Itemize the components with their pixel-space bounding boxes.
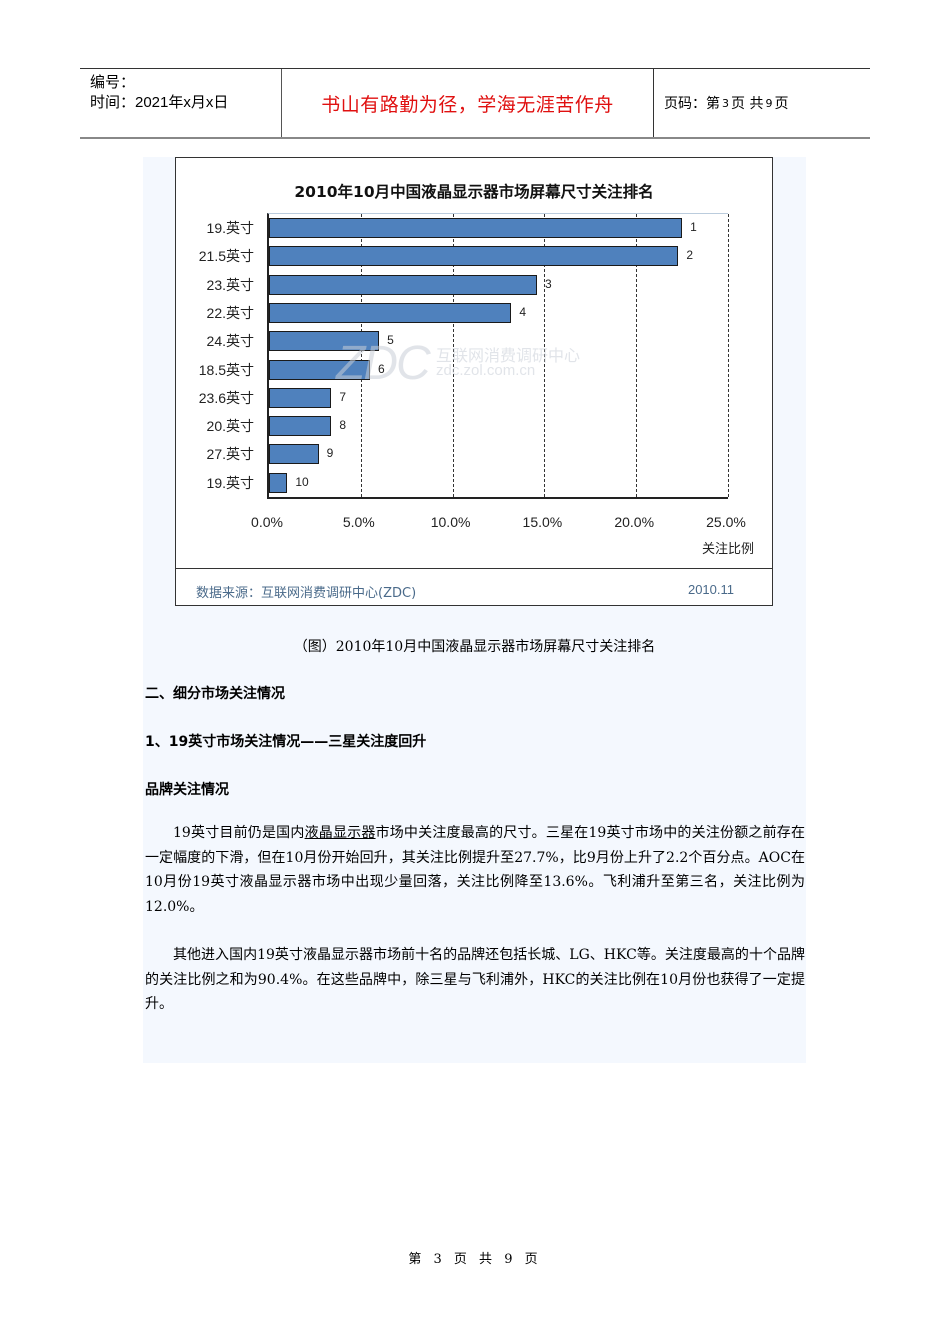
bar-row: 10 <box>269 472 728 493</box>
y-category-label: 23.6英寸 <box>198 389 254 406</box>
page-header: 编号： 时间：2021年x月x日 书山有路勤为径，学海无涯苦作舟 页码：第 3 … <box>80 68 870 139</box>
bar-row: 6 <box>269 359 728 380</box>
bar-row: 2 <box>269 246 728 267</box>
chart-title: 2010年10月中国液晶显示器市场屏幕尺寸关注排名 <box>294 183 654 201</box>
bar-data-label: 1 <box>690 220 697 234</box>
page-current: 3 <box>722 96 729 110</box>
y-category-label: 22.英寸 <box>206 304 254 321</box>
bar <box>269 274 538 295</box>
bar <box>269 302 512 323</box>
bar-data-label: 7 <box>339 389 347 404</box>
bar-data-label: 10 <box>295 474 309 489</box>
bar-data-label: 3 <box>545 276 552 291</box>
bar-data-label: 9 <box>326 446 334 461</box>
bar <box>269 246 679 267</box>
x-tick-label: 10.0% <box>430 514 471 530</box>
gridline <box>636 214 638 497</box>
y-category-label: 20.英寸 <box>206 418 254 435</box>
lcd-monitor-link[interactable]: 液晶显示器 <box>304 825 376 841</box>
gridline <box>728 214 729 497</box>
sub-heading: 品牌关注情况 <box>145 782 229 798</box>
y-category-label: 23.英寸 <box>206 276 254 293</box>
plot-area: 1 2 3 4 5 6 7 8 9 10 <box>267 213 729 499</box>
number-label: 编号： <box>90 74 136 91</box>
bar-chart: 2010年10月中国液晶显示器市场屏幕尺寸关注排名 1 2 3 4 5 6 7 8 9 10 19… <box>175 157 773 606</box>
subsection-heading: 1、19英寸市场关注情况——三星关注度回升 <box>145 734 427 750</box>
bar <box>269 416 332 437</box>
bar <box>269 444 319 465</box>
paragraph-1-text-b: 市场中关注度最高的尺寸。三星在19英寸市场中的关注份额之前存在一定幅度的下滑，但… <box>145 825 805 915</box>
paragraph-1-text-a: 19英寸目前仍是国内 <box>173 825 305 841</box>
y-category-label: 27.英寸 <box>206 446 254 463</box>
y-category-label: 19.英寸 <box>206 474 254 491</box>
figure-caption: （图）2010年10月中国液晶显示器市场屏幕尺寸关注排名 <box>293 639 656 655</box>
x-tick-label: 25.0% <box>706 514 746 530</box>
bar-data-label: 8 <box>339 418 347 433</box>
x-tick-label: 0.0% <box>251 514 283 530</box>
page-prefix: 页码：第 <box>664 96 720 112</box>
y-category-label: 19.英寸 <box>206 220 254 236</box>
bar-row: 3 <box>269 274 728 295</box>
bar-row: 1 <box>269 218 728 238</box>
gridline <box>452 214 454 497</box>
time-label: 时间：2021年x月x日 <box>90 94 229 111</box>
paragraph-1: 19英寸目前仍是国内液晶显示器市场中关注度最高的尺寸。三星在19英寸市场中的关注… <box>145 821 805 919</box>
page-suffix: 页 <box>774 96 789 112</box>
x-tick-label: 15.0% <box>522 514 563 530</box>
section-heading: 二、细分市场关注情况 <box>145 686 285 702</box>
bar-data-label: 5 <box>387 333 394 348</box>
paragraph-2: 其他进入国内19英寸液晶显示器市场前十名的品牌还包括长城、LG、HKC等。关注度… <box>145 947 805 1012</box>
chart-divider <box>176 568 772 569</box>
x-tick-label: 20.0% <box>614 514 655 530</box>
gridline <box>360 214 362 497</box>
header-motto: 书山有路勤为径，学海无涯苦作舟 <box>282 69 654 137</box>
bar <box>269 472 288 493</box>
page-total: 9 <box>765 96 773 110</box>
bar <box>269 331 380 352</box>
y-category-label: 18.5英寸 <box>198 361 254 378</box>
page-mid: 页 共 <box>731 96 764 112</box>
chart-source: 数据来源：互联网消费调研中心(ZDC) <box>196 586 417 601</box>
bar-data-label: 2 <box>686 248 694 263</box>
bar-row: 7 <box>269 387 728 408</box>
y-category-label: 24.英寸 <box>206 333 254 350</box>
gridline <box>544 214 546 497</box>
bar-row: 4 <box>269 302 728 323</box>
chart-date: 2010.11 <box>687 582 734 597</box>
y-category-label: 21.5英寸 <box>198 248 254 265</box>
bar <box>269 359 370 380</box>
bar-data-label: 4 <box>519 304 527 319</box>
page-footer: 第 3 页 共 9 页 <box>408 1252 542 1267</box>
bar-row: 8 <box>269 416 728 437</box>
x-tick-label: 5.0% <box>342 514 375 530</box>
header-page-number: 页码：第 3 页 共 9 页 <box>654 69 870 137</box>
bar <box>269 218 683 238</box>
bar-row: 5 <box>269 331 728 352</box>
header-meta: 编号： 时间：2021年x月x日 <box>80 69 282 137</box>
bar <box>269 387 332 408</box>
bar-data-label: 6 <box>377 361 385 376</box>
x-axis-label: 关注比例 <box>701 542 754 557</box>
bar-row: 9 <box>269 444 728 465</box>
